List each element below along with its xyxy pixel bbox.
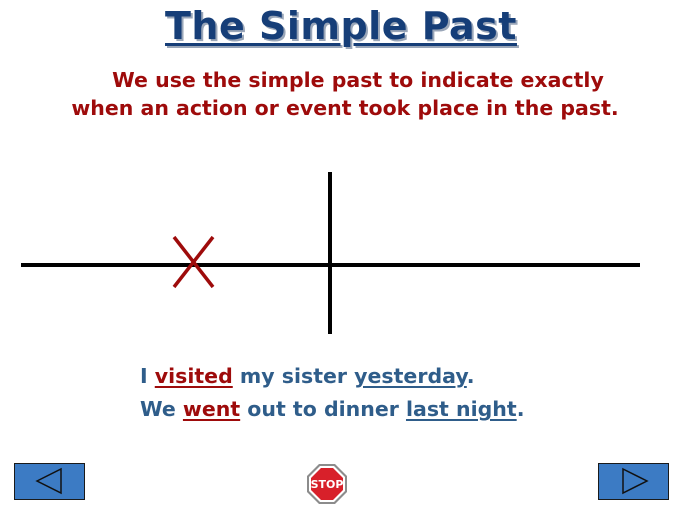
sentence-2-end: .	[516, 397, 525, 421]
sentence-2-middle: out to dinner	[240, 397, 406, 421]
sentence-1-time-expression: yesterday	[354, 364, 467, 388]
past-event-x-marker	[172, 235, 215, 289]
stop-label: STOP	[311, 478, 344, 491]
sentence-2-time-expression: last night	[405, 397, 517, 421]
sentence-1-middle: my sister	[232, 364, 355, 388]
stop-sign-icon: STOP	[307, 464, 347, 504]
next-slide-button[interactable]	[598, 463, 669, 500]
sentence-2-start: We	[140, 397, 183, 421]
sentence-1-verb: visited	[154, 364, 233, 388]
sentence-1-end: .	[466, 364, 475, 388]
subtitle-line-2: when an action or event took place in th…	[71, 96, 619, 120]
slide-title: The Simple Past	[165, 4, 517, 48]
subtitle-line-1: We use the simple past to indicate exact…	[112, 68, 604, 92]
example-sentence-2: We went out to dinner last night.	[140, 397, 524, 421]
sentence-1-start: I	[140, 364, 155, 388]
sentence-2-verb: went	[182, 397, 241, 421]
stop-button[interactable]: STOP	[306, 463, 348, 505]
previous-slide-button[interactable]	[14, 463, 85, 500]
triangle-right-icon	[622, 467, 649, 495]
triangle-left-icon	[35, 467, 62, 495]
example-sentence-1: I visited my sister yesterday.	[140, 364, 475, 388]
